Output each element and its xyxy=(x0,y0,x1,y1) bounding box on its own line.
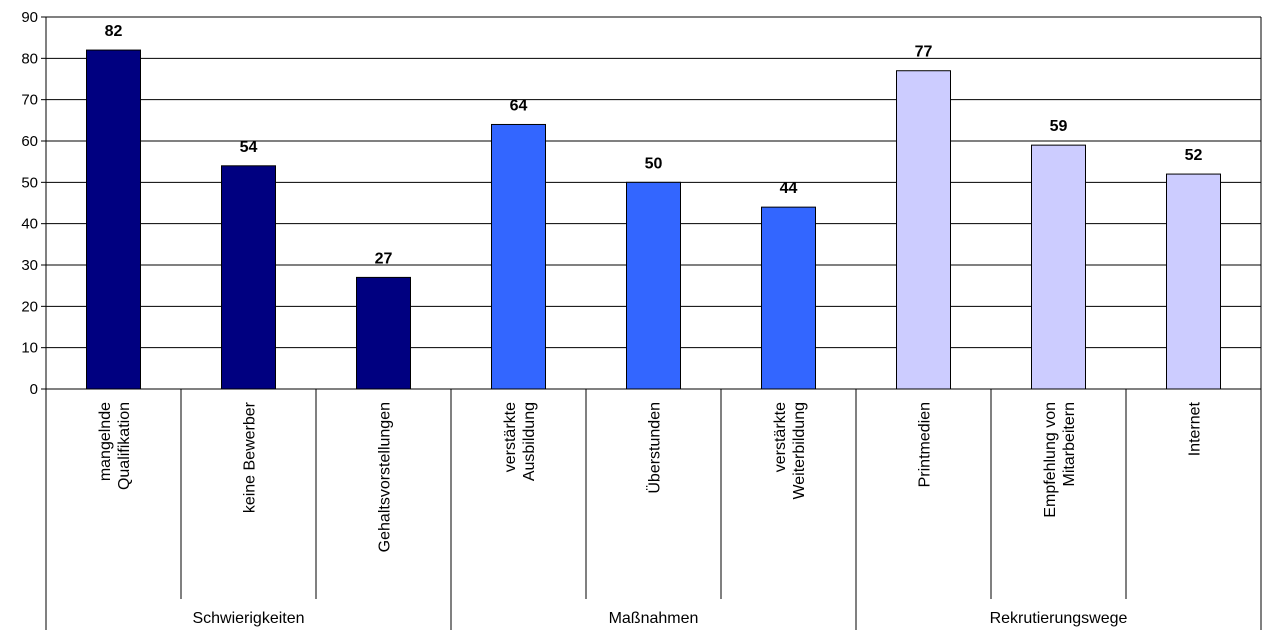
bar xyxy=(491,123,546,390)
bar xyxy=(1031,144,1086,390)
category-label: Printmedien xyxy=(917,402,934,487)
category-label-line: verstärkte xyxy=(502,402,519,472)
y-tick-label: 30 xyxy=(21,257,38,274)
bar xyxy=(221,165,276,390)
value-label: 64 xyxy=(510,97,528,114)
y-tick-label: 20 xyxy=(21,298,38,315)
value-label: 27 xyxy=(375,250,393,267)
category-label-line: Ausbildung xyxy=(521,402,538,481)
bar xyxy=(896,70,951,390)
value-label: 54 xyxy=(240,139,258,156)
group-label: Maßnahmen xyxy=(609,610,699,627)
y-tick-label: 90 xyxy=(21,9,38,26)
bar xyxy=(356,276,411,390)
y-tick-label: 40 xyxy=(21,216,38,233)
bar xyxy=(626,181,681,390)
category-label-line: mangelnde xyxy=(97,402,114,481)
category-label: verstärkte Ausbildung xyxy=(502,402,538,481)
y-tick-label: 60 xyxy=(21,133,38,150)
category-label-line: Qualifikation xyxy=(116,402,133,490)
y-tick-label: 10 xyxy=(21,340,38,357)
category-label-line: Internet xyxy=(1187,401,1204,456)
category-label-line: Empfehlung von xyxy=(1042,402,1059,518)
category-label: Empfehlung von Mitarbeitern xyxy=(1042,402,1078,518)
category-label-line: Gehaltsvorstellungen xyxy=(377,402,394,552)
y-tick-label: 0 xyxy=(30,381,38,398)
y-tick-label: 80 xyxy=(21,50,38,67)
category-label-line: Mitarbeitern xyxy=(1061,402,1078,486)
value-label: 59 xyxy=(1050,118,1068,135)
category-label: mangelnde Qualifikation xyxy=(97,402,133,490)
category-label: keine Bewerber xyxy=(242,401,259,513)
bar xyxy=(1166,173,1221,390)
value-label: 77 xyxy=(915,44,933,61)
category-label: Internet xyxy=(1187,401,1204,456)
y-tick-label: 70 xyxy=(21,92,38,109)
category-label-line: verstärkte xyxy=(772,402,789,472)
category-label-line: Printmedien xyxy=(917,402,934,487)
category-label-line: Weiterbildung xyxy=(791,402,808,500)
category-label: Überstunden xyxy=(646,402,664,494)
category-label-line: keine Bewerber xyxy=(242,401,259,513)
category-label: verstärkte Weiterbildung xyxy=(772,402,808,500)
bars xyxy=(86,49,1221,390)
bar xyxy=(761,206,816,390)
value-label: 82 xyxy=(105,23,123,40)
axes xyxy=(41,16,1262,630)
y-tick-label: 50 xyxy=(21,174,38,191)
labels: 0 10 20 30 40 50 60 70 80 90 82 54 27 64 50 44 77 59 52 man… xyxy=(21,9,1203,627)
value-label: 52 xyxy=(1185,147,1203,164)
value-label: 50 xyxy=(645,155,663,172)
value-label: 44 xyxy=(780,180,798,197)
bar xyxy=(86,49,141,390)
group-label: Schwierigkeiten xyxy=(192,610,304,627)
category-label: Gehaltsvorstellungen xyxy=(377,402,394,552)
category-label-line: Überstunden xyxy=(646,402,664,494)
group-label: Rekrutierungswege xyxy=(990,610,1128,627)
